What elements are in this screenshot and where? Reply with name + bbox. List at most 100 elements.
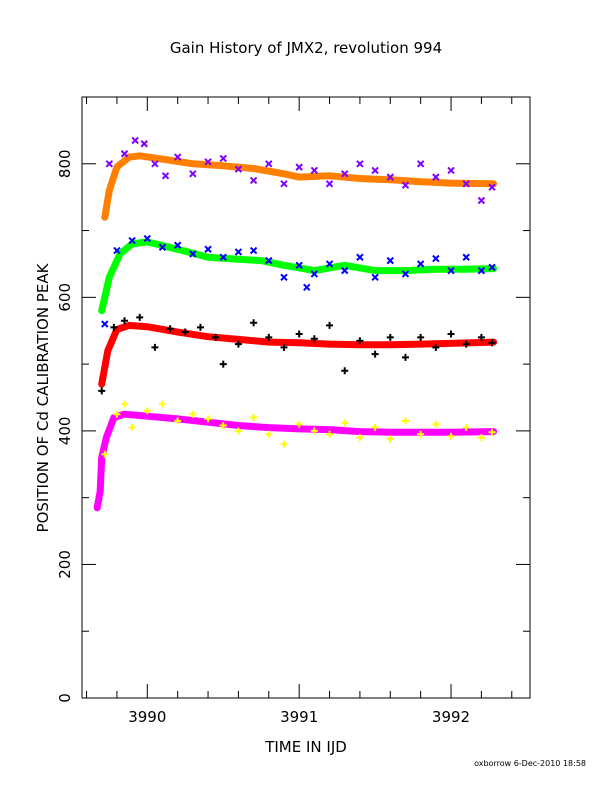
data-point (161, 172, 170, 180)
data-point (128, 236, 136, 245)
data-point (371, 424, 379, 432)
data-point (447, 330, 455, 338)
data-point (212, 333, 220, 341)
data-point (310, 270, 319, 278)
data-point (128, 424, 136, 432)
data-point (416, 160, 425, 168)
data-point (371, 273, 379, 282)
data-point (447, 432, 455, 440)
data-point (447, 266, 455, 275)
y-tick-label: 200 (56, 550, 74, 579)
data-point (371, 166, 379, 175)
data-point (121, 400, 129, 408)
x-tick-label: 3992 (432, 708, 470, 726)
data-point (151, 160, 159, 168)
data-point (432, 173, 440, 181)
data-point (356, 253, 364, 261)
data-point (143, 407, 151, 415)
data-point (280, 343, 288, 351)
data-point (295, 261, 303, 269)
data-point (341, 419, 349, 427)
data-point (386, 435, 394, 443)
data-point (113, 410, 121, 418)
chart-title: Gain History of JMX2, revolution 994 (170, 39, 442, 57)
data-point (488, 263, 496, 271)
data-point (265, 256, 273, 265)
y-tick-label: 800 (56, 149, 74, 178)
data-point (189, 410, 197, 418)
data-point (488, 183, 496, 191)
data-point (131, 136, 139, 145)
data-point (303, 283, 311, 292)
data-point (356, 434, 364, 442)
data-point (432, 343, 440, 351)
data-point (250, 414, 258, 422)
data-point (488, 428, 496, 436)
data-point (326, 321, 334, 329)
data-point (310, 166, 319, 175)
data-point (234, 248, 243, 256)
data-point (356, 160, 364, 168)
data-point (371, 350, 379, 358)
data-point (136, 313, 144, 321)
y-tick-label: 600 (56, 283, 74, 312)
series-curve (98, 238, 498, 315)
data-point (386, 173, 394, 181)
series-5 (98, 313, 496, 395)
data-point (196, 323, 204, 331)
y-axis: 0 200 400 600 800 (56, 96, 530, 703)
data-point (204, 245, 212, 253)
series-curve (101, 152, 498, 221)
data-point (204, 158, 212, 166)
footer-stamp: oxborrow 6-Dec-2010 18:58 (474, 759, 586, 768)
y-tick-label: 400 (56, 417, 74, 446)
data-point (101, 450, 109, 458)
data-point (234, 427, 242, 435)
data-point (356, 337, 364, 345)
data-point (401, 270, 410, 278)
series-7 (101, 400, 496, 458)
x-axis-label: TIME IN IJD (264, 738, 347, 756)
data-point (432, 420, 440, 428)
data-point (219, 154, 227, 163)
series-1 (105, 136, 496, 205)
series-4 (98, 321, 498, 388)
data-point (280, 273, 288, 282)
data-point (249, 176, 258, 185)
data-point (477, 196, 486, 205)
series-0 (101, 152, 498, 221)
series-layer (93, 136, 498, 512)
data-point (189, 170, 197, 178)
data-point (401, 181, 410, 189)
data-point (295, 163, 303, 171)
data-point (416, 260, 425, 268)
data-point (462, 424, 470, 432)
data-point (325, 180, 334, 188)
data-point (174, 417, 182, 425)
data-point (341, 266, 349, 275)
data-point (477, 434, 485, 442)
data-point (189, 250, 197, 258)
data-point (265, 333, 273, 341)
data-point (105, 160, 114, 168)
series-curve (98, 321, 498, 388)
data-point (151, 343, 159, 351)
data-point (219, 253, 227, 261)
data-point (325, 260, 334, 268)
data-point (121, 317, 129, 325)
data-point (310, 335, 318, 343)
y-axis-label: POSITION OF Cd CALIBRATION PEAK (34, 262, 52, 532)
data-point (295, 420, 303, 428)
data-point (477, 266, 486, 275)
data-point (386, 333, 394, 341)
data-point (234, 165, 243, 173)
data-point (173, 153, 182, 161)
data-point (462, 180, 470, 188)
data-point (249, 246, 258, 255)
x-axis: 3990 3991 3992 (86, 97, 513, 726)
data-point (173, 241, 182, 249)
data-point (166, 325, 174, 333)
data-point (477, 333, 485, 341)
data-point (447, 166, 455, 175)
